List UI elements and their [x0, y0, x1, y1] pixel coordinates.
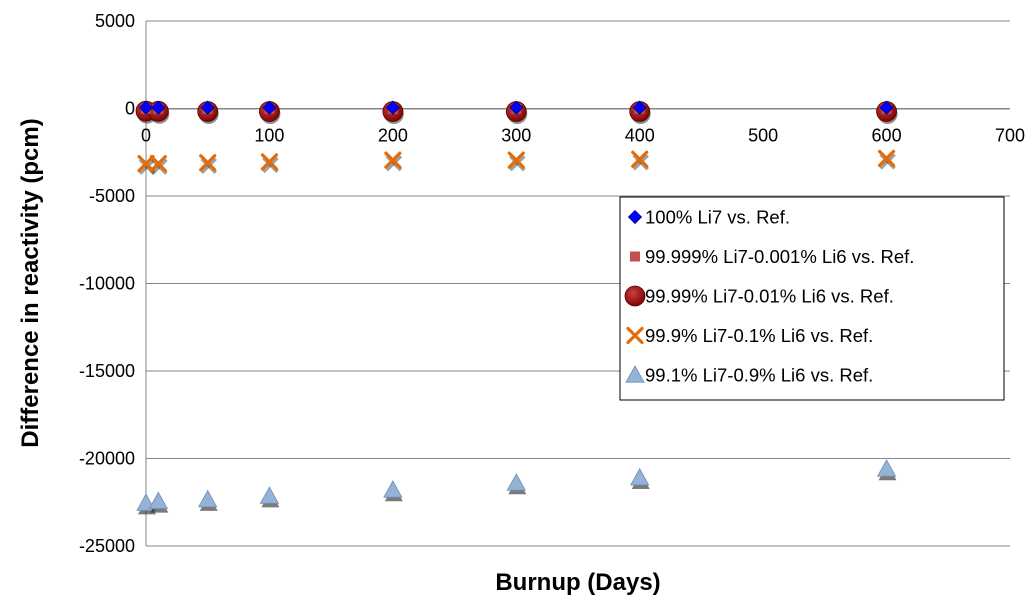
- x-tick-label: 200: [378, 126, 408, 146]
- legend-item: 99.99% Li7-0.01% Li6 vs. Ref.: [625, 286, 894, 307]
- y-axis-title: Difference in reactivity (pcm): [17, 118, 44, 447]
- x-tick-label: 700: [995, 126, 1025, 146]
- x-tick-label: 600: [872, 126, 902, 146]
- x-tick-label: 0: [141, 126, 151, 146]
- legend-label: 100% Li7 vs. Ref.: [645, 207, 790, 228]
- legend-label: 99.1% Li7-0.9% Li6 vs. Ref.: [645, 365, 873, 386]
- y-tick-label: -10000: [79, 274, 135, 294]
- y-tick-label: -5000: [89, 186, 135, 206]
- x-axis-title: Burnup (Days): [495, 569, 660, 596]
- legend-label: 99.999% Li7-0.001% Li6 vs. Ref.: [645, 246, 914, 267]
- legend-marker: [630, 252, 640, 262]
- x-tick-label: 100: [254, 126, 284, 146]
- y-tick-label: -20000: [79, 449, 135, 469]
- y-tick-label: -25000: [79, 536, 135, 556]
- y-tick-labels: 5000 0 -5000 -10000 -15000 -20000 -25000: [79, 11, 135, 556]
- legend-item: 99.1% Li7-0.9% Li6 vs. Ref.: [626, 365, 873, 386]
- x-tick-label: 400: [625, 126, 655, 146]
- legend: 100% Li7 vs. Ref. 99.999% Li7-0.001% Li6 …: [620, 197, 1004, 400]
- y-tick-label: -15000: [79, 361, 135, 381]
- legend-label: 99.99% Li7-0.01% Li6 vs. Ref.: [645, 286, 894, 307]
- y-tick-label: 5000: [95, 11, 135, 31]
- legend-label: 99.9% Li7-0.1% Li6 vs. Ref.: [645, 325, 873, 346]
- y-tick-label: 0: [125, 99, 135, 119]
- legend-marker: [625, 286, 645, 306]
- legend-item: 99.999% Li7-0.001% Li6 vs. Ref.: [630, 246, 914, 267]
- legend-item: 100% Li7 vs. Ref.: [629, 207, 791, 228]
- x-tick-label: 300: [501, 126, 531, 146]
- x-tick-label: 500: [748, 126, 778, 146]
- legend-item: 99.9% Li7-0.1% Li6 vs. Ref.: [628, 325, 873, 346]
